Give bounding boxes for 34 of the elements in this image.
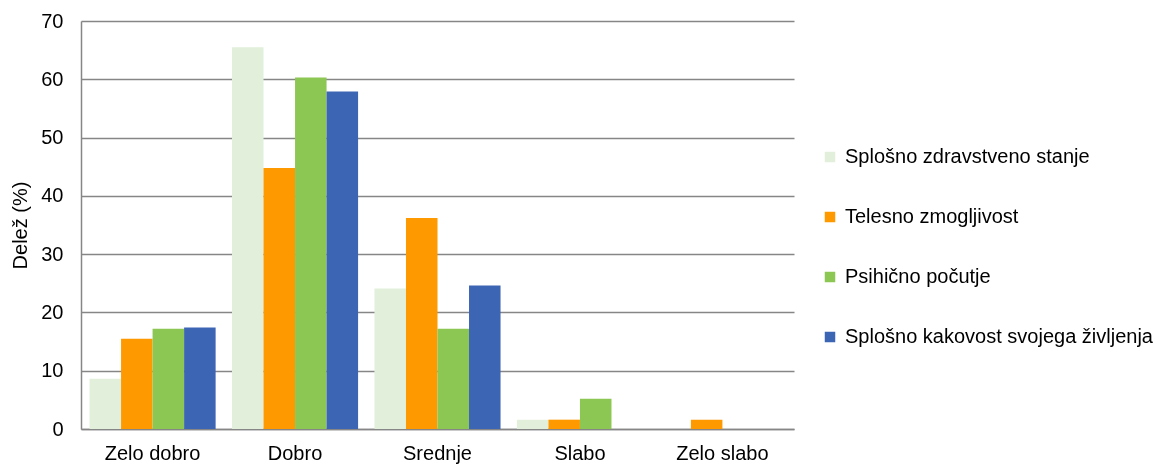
y-tick-label: 70 <box>41 9 64 32</box>
bar <box>469 285 501 429</box>
bar <box>326 91 359 429</box>
x-tick-label: Zelo slabo <box>676 441 769 464</box>
x-tick-label: Srednje <box>403 441 472 464</box>
bar <box>184 327 216 429</box>
legend-label: Telesno zmogljivost <box>845 205 1019 227</box>
legend-label: Splošno zdravstveno stanje <box>845 145 1090 167</box>
bar <box>295 77 327 429</box>
bar <box>690 419 723 429</box>
y-tick-label: 60 <box>41 67 64 90</box>
bar <box>152 328 185 429</box>
bar <box>89 378 122 429</box>
legend-label: Psihično počutje <box>845 265 991 287</box>
bar <box>548 419 580 429</box>
y-tick-label: 40 <box>41 184 64 207</box>
bar <box>121 338 153 429</box>
bar <box>516 419 549 429</box>
y-tick-label: 20 <box>41 300 64 323</box>
y-tick-label: 0 <box>52 417 64 440</box>
y-tick-label: 50 <box>41 126 64 149</box>
bar <box>374 288 406 429</box>
x-tick-label: Zelo dobro <box>104 441 201 464</box>
y-tick-label: 10 <box>41 359 64 382</box>
bar <box>579 398 612 429</box>
bar <box>437 328 470 429</box>
legend-label: Splošno kakovost svojega življenja <box>845 325 1154 347</box>
bar <box>263 167 296 429</box>
x-tick-label: Dobro <box>267 441 323 464</box>
bar <box>232 47 264 429</box>
y-axis-title: Delež (%) <box>9 181 32 270</box>
y-tick-label: 30 <box>41 242 64 265</box>
bar <box>405 218 438 429</box>
x-tick-label: Slabo <box>554 441 606 464</box>
